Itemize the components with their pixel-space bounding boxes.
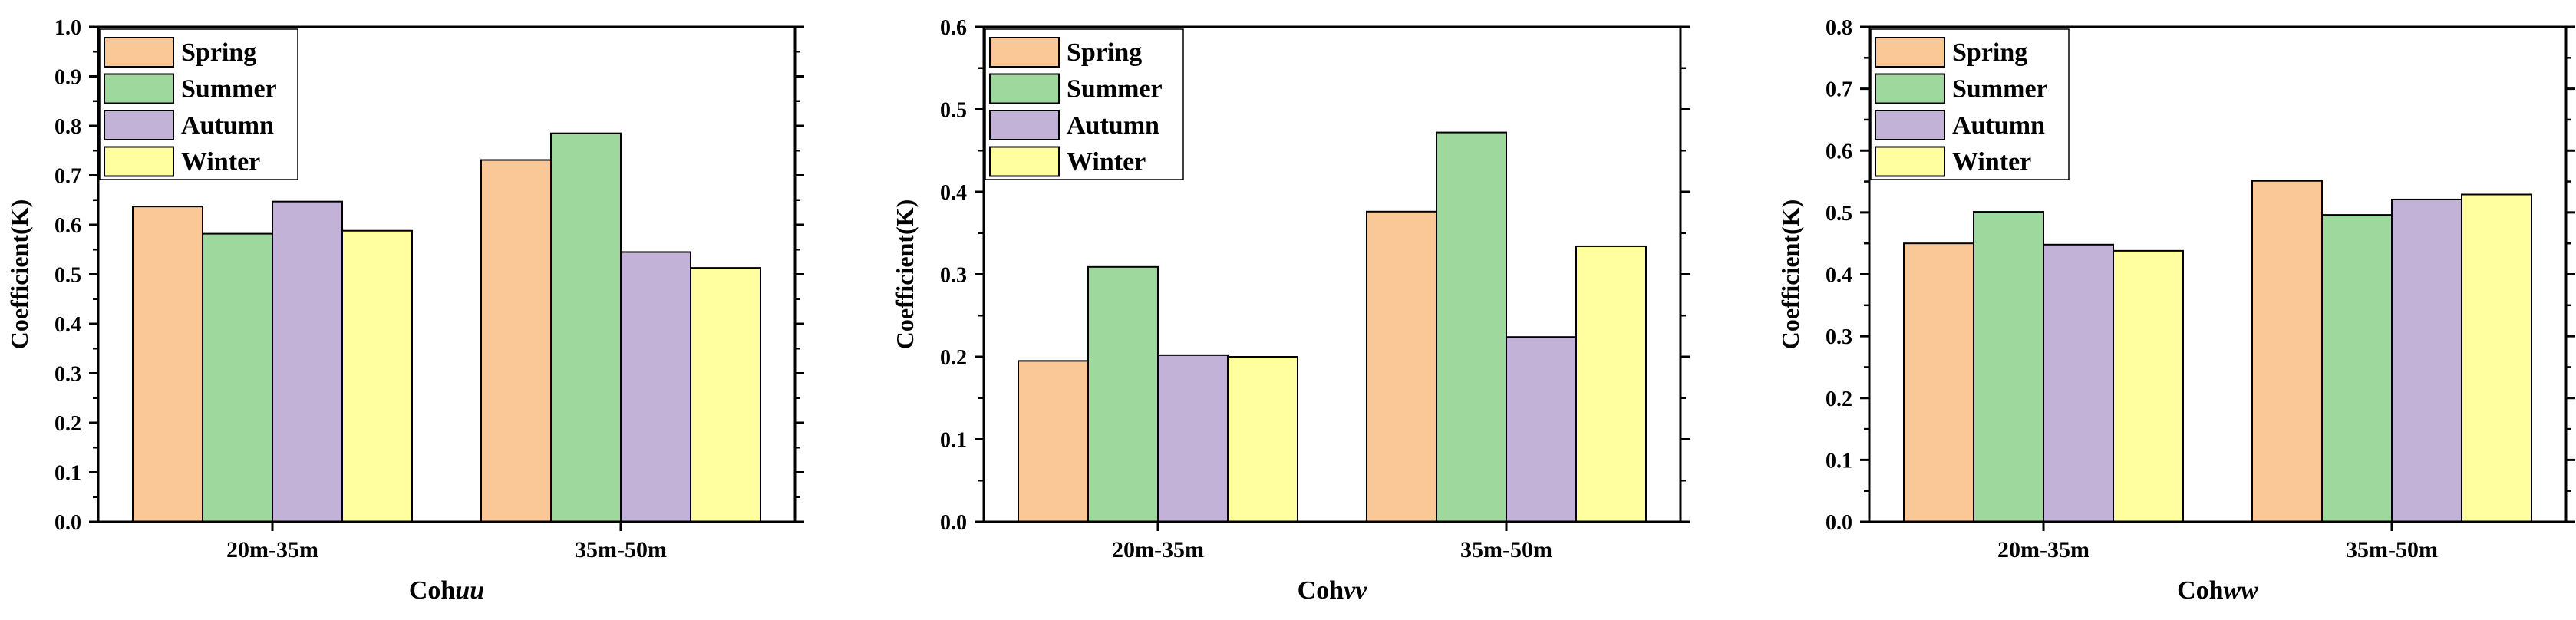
legend-label-winter: Winter: [1067, 148, 1146, 176]
legend-label-autumn: Autumn: [181, 111, 274, 140]
bar-summer-1: [202, 232, 273, 523]
y-tick-label: 0.8: [54, 115, 81, 139]
y-tick-label: 0.1: [1826, 449, 1852, 473]
chart-panel-1: 0.0 0.1 0.2 0.3 0.4 0.5 0.6 0.7 0.8 0.9 1.0 20m-35m…: [5, 16, 804, 605]
legend-swatch-summer: [989, 73, 1060, 104]
bar-summer-1: [1973, 211, 2044, 523]
y-tick-label: 0.0: [1826, 511, 1852, 535]
legend-swatch-summer: [1875, 73, 1945, 104]
legend-label-autumn: Autumn: [1952, 111, 2045, 140]
legend-label-summer: Summer: [181, 75, 277, 104]
bar-summer-1: [1087, 265, 1159, 523]
y-axis-label: Coefficient(K): [5, 200, 33, 349]
legend: Spring Summer Autumn Winter: [99, 28, 298, 180]
y-tick-label: 0.4: [54, 313, 81, 337]
y-tick-label: 0.1: [54, 462, 81, 486]
bar-autumn-2: [1506, 336, 1577, 523]
y-tick-label: 0.4: [1826, 264, 1852, 288]
y-tick-label: 0.2: [54, 412, 81, 436]
legend-swatch-autumn: [1875, 110, 1945, 140]
legend-swatch-autumn: [989, 110, 1060, 140]
legend-label-summer: Summer: [1952, 75, 2048, 104]
bar-summer-2: [2321, 214, 2393, 523]
x-axis-label: Cohww: [2177, 576, 2258, 605]
legend-label-autumn: Autumn: [1067, 111, 1159, 140]
bar-spring-1: [132, 206, 203, 523]
bar-winter-2: [2461, 193, 2532, 523]
y-tick-label: 0.7: [1826, 78, 1852, 102]
legend-swatch-winter: [1875, 146, 1945, 177]
bar-spring-2: [2251, 180, 2323, 523]
y-tick-label: 0.6: [1826, 140, 1852, 163]
x-tick-label: 20m-35m: [226, 537, 318, 562]
legend-label-winter: Winter: [181, 148, 260, 176]
legend-swatch-winter: [104, 146, 174, 177]
y-tick-label: 0.0: [940, 511, 967, 535]
x-tick-label: 35m-50m: [575, 537, 667, 562]
y-tick-label: 0.6: [940, 16, 967, 40]
y-tick-label: 0.1: [940, 429, 967, 453]
x-axis-label: Cohuu: [409, 576, 484, 605]
y-tick-label: 0.4: [940, 181, 967, 205]
bar-winter-1: [341, 229, 413, 523]
y-tick-label: 0.3: [940, 264, 967, 288]
bar-summer-2: [1436, 131, 1507, 523]
legend-label-summer: Summer: [1067, 75, 1163, 104]
bar-autumn-1: [2043, 243, 2114, 523]
bar-autumn-1: [1157, 354, 1229, 523]
chart-panel-2: 0.0 0.1 0.2 0.3 0.4 0.5 0.6 20m-35m 35m-50m Coeff…: [891, 16, 1690, 605]
y-tick-label: 0.3: [1826, 325, 1852, 349]
y-tick-label: 0.2: [1826, 388, 1852, 411]
y-tick-label: 1.0: [54, 16, 81, 40]
legend: Spring Summer Autumn Winter: [985, 28, 1184, 180]
legend-swatch-spring: [989, 37, 1060, 68]
y-axis-label: Coefficient(K): [891, 200, 919, 349]
legend-swatch-autumn: [104, 110, 174, 140]
bar-spring-1: [1018, 360, 1089, 523]
x-tick-label: 20m-35m: [1997, 537, 2089, 562]
legend: Spring Summer Autumn Winter: [1870, 28, 2070, 180]
y-tick-label: 0.8: [1826, 16, 1852, 40]
x-axis-label: Cohvv: [1298, 576, 1368, 605]
chart-panel-3: 0.0 0.1 0.2 0.3 0.4 0.5 0.6 0.7 0.8 20m-35m 35m-50…: [1776, 16, 2575, 605]
legend-label-spring: Spring: [181, 38, 256, 67]
y-tick-label: 0.3: [54, 363, 81, 387]
y-tick-label: 0.5: [1826, 202, 1852, 226]
y-axis-label: Coefficient(K): [1776, 200, 1804, 349]
bar-autumn-2: [2391, 198, 2462, 523]
bar-winter-2: [690, 267, 761, 523]
legend-label-spring: Spring: [1067, 38, 1142, 67]
bar-autumn-2: [620, 251, 691, 523]
bar-spring-2: [480, 159, 552, 523]
y-tick-label: 0.9: [54, 66, 81, 90]
y-tick-label: 0.6: [54, 214, 81, 238]
bar-summer-2: [550, 132, 622, 523]
legend-swatch-summer: [104, 73, 174, 104]
y-tick-label: 0.2: [940, 346, 967, 370]
legend-label-spring: Spring: [1952, 38, 2027, 67]
legend-label-winter: Winter: [1952, 148, 2031, 176]
legend-swatch-spring: [104, 37, 174, 68]
bar-spring-2: [1366, 210, 1437, 523]
x-tick-label: 35m-50m: [1460, 537, 1552, 562]
y-tick-label: 0.5: [940, 99, 967, 123]
bar-autumn-1: [272, 200, 343, 523]
bar-winter-2: [1575, 245, 1647, 523]
x-tick-label: 35m-50m: [2346, 537, 2438, 562]
y-tick-label: 0.7: [54, 165, 81, 189]
bar-winter-1: [2113, 249, 2184, 523]
legend-swatch-spring: [1875, 37, 1945, 68]
y-tick-label: 0.5: [54, 264, 81, 288]
y-tick-label: 0.0: [54, 511, 81, 535]
x-tick-label: 20m-35m: [1112, 537, 1204, 562]
bar-winter-1: [1227, 356, 1298, 523]
legend-swatch-winter: [989, 146, 1060, 177]
bar-spring-1: [1903, 242, 1974, 523]
